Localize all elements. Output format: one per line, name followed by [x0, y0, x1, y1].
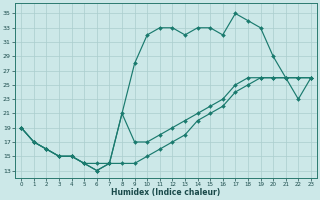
X-axis label: Humidex (Indice chaleur): Humidex (Indice chaleur) — [111, 188, 221, 197]
